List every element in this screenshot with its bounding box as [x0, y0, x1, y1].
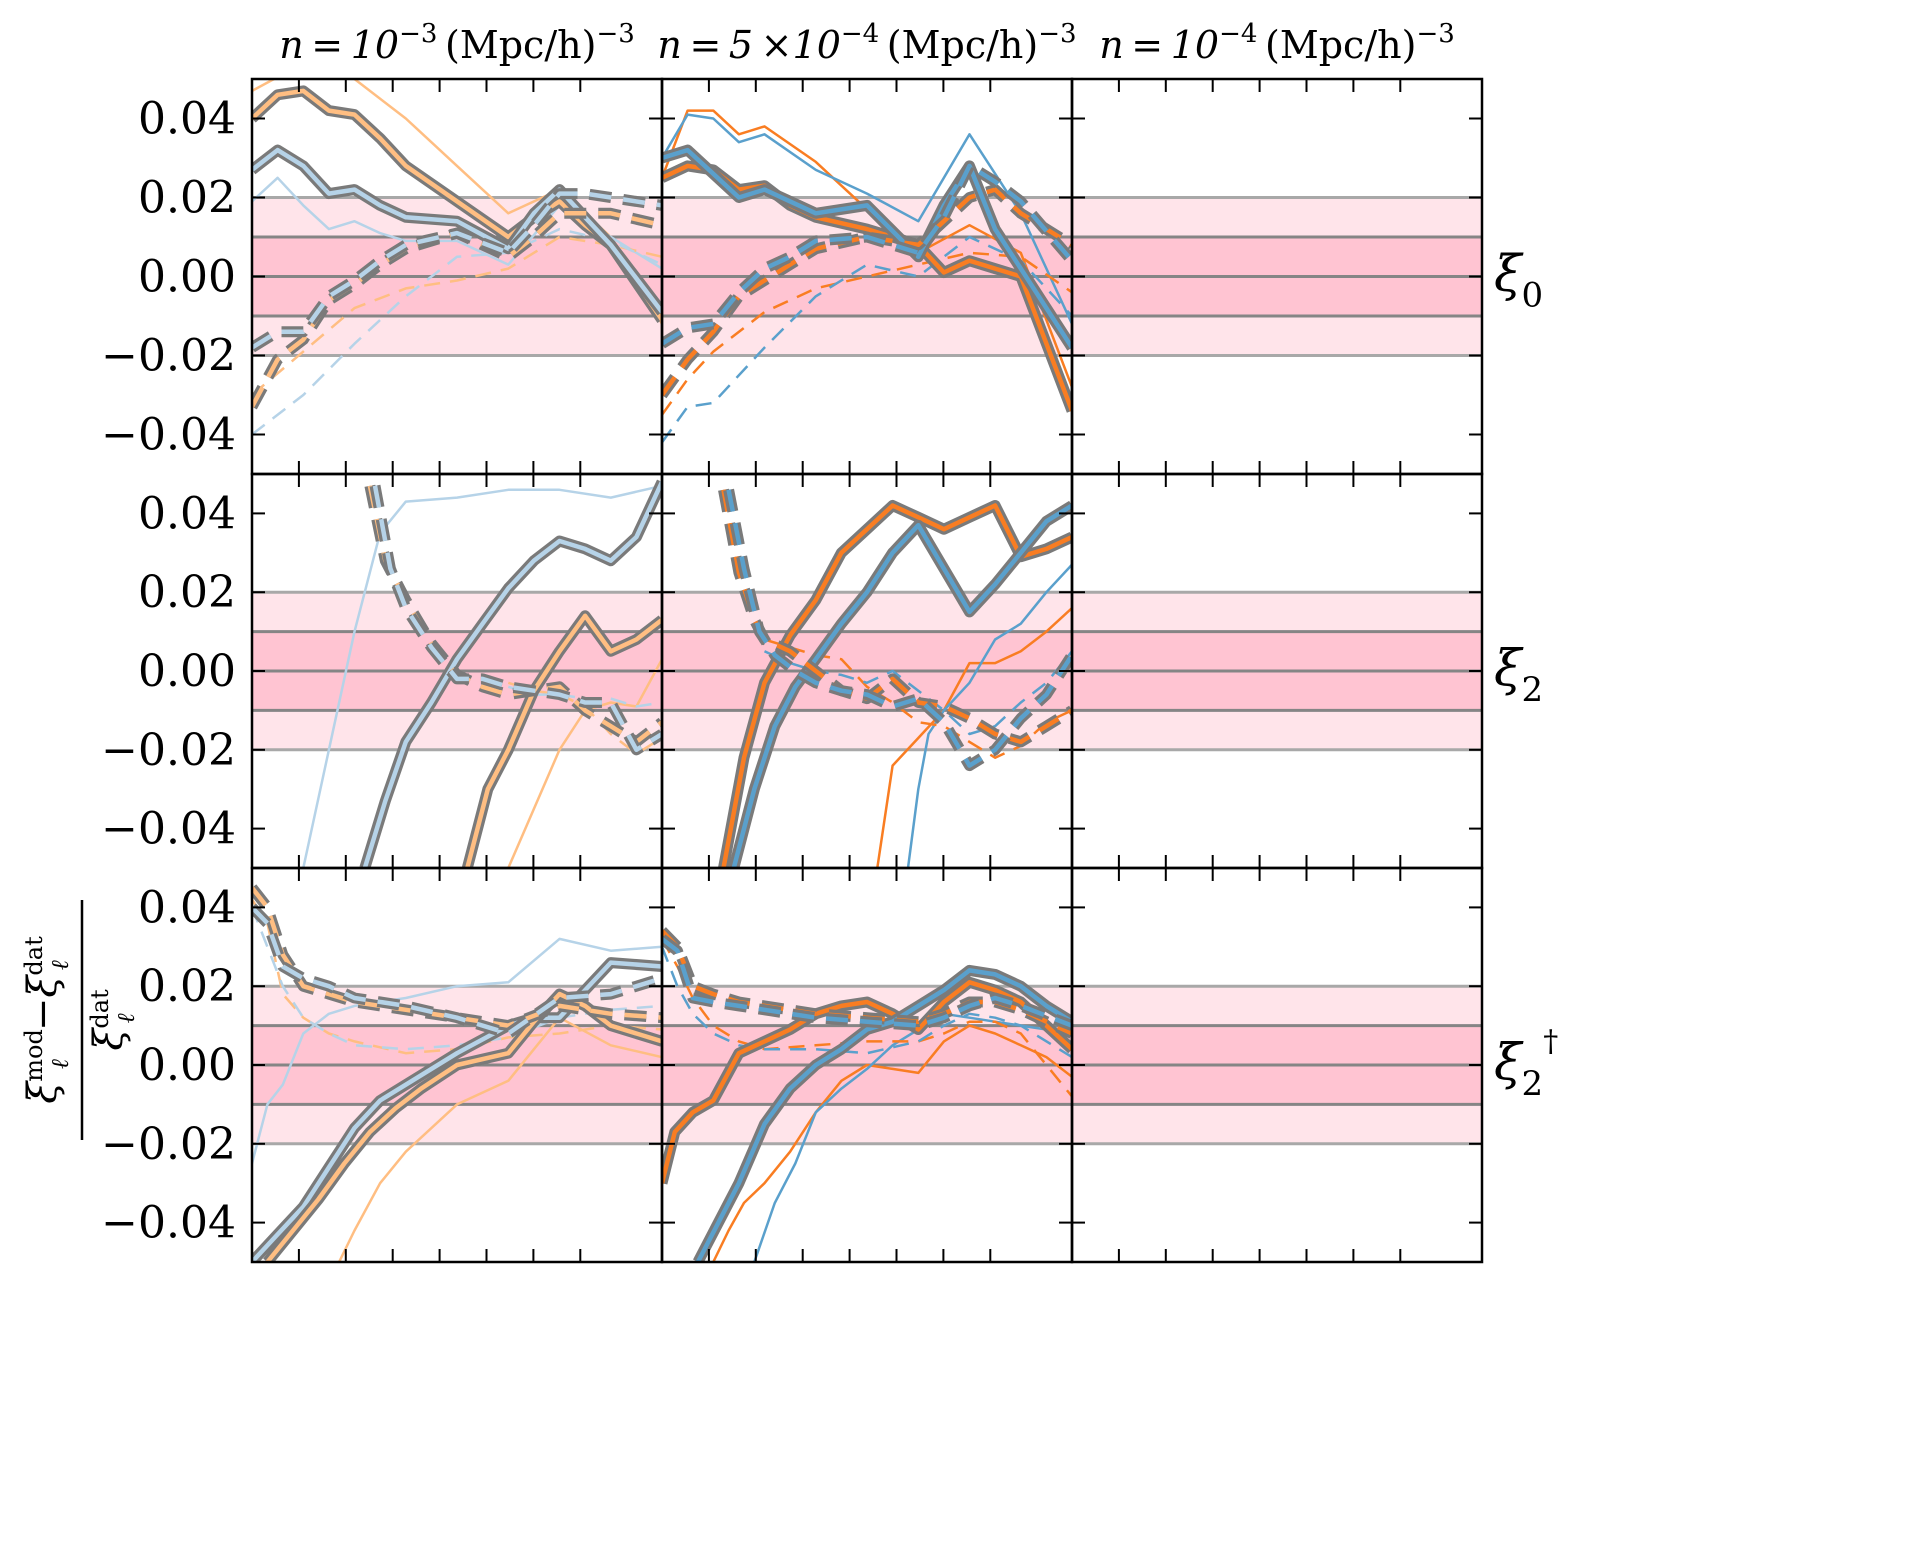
y-tick-label: 0.02: [138, 567, 236, 618]
column-title: n = 10−3 (Mpc/h)−3: [279, 19, 635, 67]
panel-lines: [718, 488, 1072, 868]
y-tick-label: 0.02: [138, 173, 236, 224]
series-line: [662, 937, 1072, 1028]
series-line: [252, 905, 662, 1036]
series-line: [906, 563, 1072, 868]
series-line: [252, 191, 662, 350]
series-line: [337, 1016, 662, 1262]
y-tick-label: 0.00: [138, 1040, 236, 1091]
data-lines: [252, 79, 1072, 1262]
series-line: [252, 235, 662, 396]
series-line: [662, 946, 1072, 1059]
series-line: [265, 991, 662, 1262]
series-line: [662, 251, 1072, 416]
column-title: n = 5 ×10−4 (Mpc/h)−3: [657, 19, 1076, 67]
panel-lines: [252, 79, 662, 436]
y-tick-label: 0.00: [138, 646, 236, 697]
y-tick-label: −0.04: [101, 410, 236, 461]
y-tick-label: −0.02: [101, 1119, 236, 1170]
series-line: [465, 613, 662, 868]
series-line: [731, 503, 1072, 868]
series-line: [712, 1024, 1072, 1262]
y-tick-label: −0.02: [101, 331, 236, 382]
series-line: [662, 147, 1072, 349]
series-line: [662, 109, 1072, 388]
series-line: [721, 503, 1072, 868]
series-line: [662, 980, 1072, 1184]
panel-lines: [662, 109, 1072, 444]
y-tick-label: 0.04: [138, 488, 236, 539]
y-tick-label: 0.02: [138, 961, 236, 1012]
panel-lines: [302, 479, 662, 868]
y-tick-label: 0.00: [138, 252, 236, 303]
y-tick-label: 0.04: [138, 94, 236, 145]
y-tick-label: −0.02: [101, 725, 236, 776]
series-line: [662, 235, 1072, 444]
series-line: [362, 480, 662, 868]
row-label: ξ2: [1494, 639, 1543, 710]
y-tick-label: −0.04: [101, 1198, 236, 1249]
series-line: [252, 227, 662, 436]
row-label: ξ2†: [1494, 1024, 1558, 1104]
panel-lines: [662, 927, 1072, 1262]
row-label: ξ0: [1494, 245, 1543, 316]
y-tick-label: −0.04: [101, 804, 236, 855]
y-tick-label: 0.04: [138, 882, 236, 933]
column-title: n = 10−4 (Mpc/h)−3: [1099, 19, 1455, 67]
series-line: [302, 484, 662, 868]
series-line: [662, 163, 1072, 346]
axis-ticks: [252, 79, 1482, 1262]
series-line: [252, 88, 662, 322]
series-line: [876, 607, 1072, 868]
axis-labels: −0.04 −0.02 0.00 0.02 0.04 −0.04 −0.02 0.00 0.02…: [20, 19, 1558, 1249]
svg-text:ξdatℓ: ξdatℓ: [86, 989, 140, 1051]
series-line: [726, 489, 1072, 768]
panel-lines: [252, 884, 662, 1262]
svg-text:ξmodℓ−ξdatℓ: ξmodℓ−ξdatℓ: [20, 936, 74, 1104]
series-line: [662, 113, 1072, 325]
